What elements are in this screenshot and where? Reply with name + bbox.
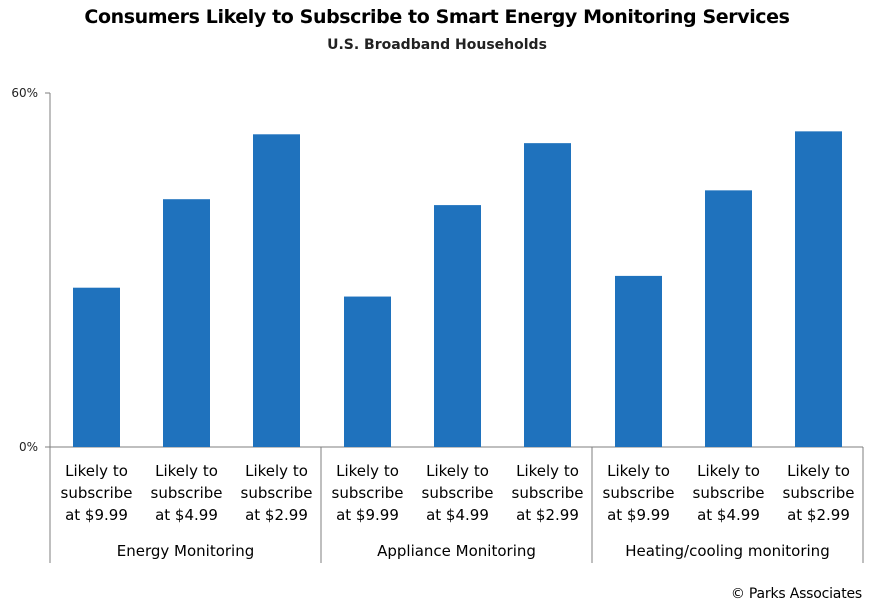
category-label: subscribe: [603, 484, 675, 502]
category-label: Likely to: [516, 462, 579, 480]
copyright-credit: © Parks Associates: [730, 586, 862, 602]
category-label: at $2.99: [245, 506, 308, 524]
bar: [615, 275, 662, 447]
category-label: subscribe: [422, 484, 494, 502]
category-label: subscribe: [151, 484, 223, 502]
category-label: at $4.99: [697, 506, 760, 524]
category-label: Likely to: [336, 462, 399, 480]
y-tick-label: 60%: [11, 86, 38, 100]
category-label: at $4.99: [155, 506, 218, 524]
category-label: at $9.99: [336, 506, 399, 524]
category-label: Likely to: [697, 462, 760, 480]
category-label: at $2.99: [516, 506, 579, 524]
category-label: subscribe: [61, 484, 133, 502]
chart-title: Consumers Likely to Subscribe to Smart E…: [84, 6, 790, 28]
category-label: at $9.99: [607, 506, 670, 524]
bar: [73, 287, 120, 447]
group-label: Heating/cooling monitoring: [625, 542, 829, 560]
category-label: Likely to: [787, 462, 850, 480]
category-label: at $2.99: [787, 506, 850, 524]
bar: [434, 205, 481, 447]
bar: [253, 134, 300, 448]
category-label: subscribe: [332, 484, 404, 502]
y-tick-label: 0%: [19, 440, 38, 454]
bar: [795, 131, 842, 447]
category-label: subscribe: [512, 484, 584, 502]
group-label: Energy Monitoring: [117, 542, 255, 560]
bar: [705, 190, 752, 447]
category-label: at $9.99: [65, 506, 128, 524]
category-label: Likely to: [65, 462, 128, 480]
category-label: Likely to: [155, 462, 218, 480]
category-label: subscribe: [241, 484, 313, 502]
group-label: Appliance Monitoring: [377, 542, 536, 560]
chart-subtitle: U.S. Broadband Households: [327, 37, 547, 53]
category-label: at $4.99: [426, 506, 489, 524]
category-label: subscribe: [693, 484, 765, 502]
bar: [344, 296, 391, 447]
category-label: Likely to: [426, 462, 489, 480]
bar: [163, 199, 210, 447]
category-label: Likely to: [245, 462, 308, 480]
bar: [524, 143, 571, 447]
category-label: Likely to: [607, 462, 670, 480]
category-label: subscribe: [783, 484, 855, 502]
